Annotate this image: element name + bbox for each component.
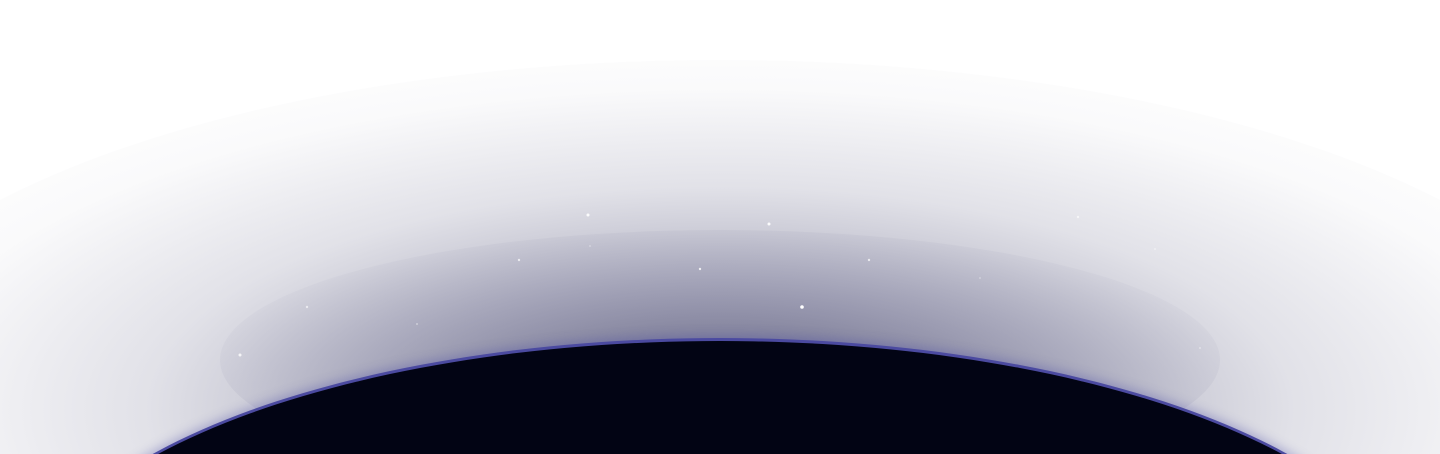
star-1 (767, 222, 771, 226)
star-4 (867, 258, 871, 262)
star-13 (1199, 347, 1201, 349)
star-7 (800, 305, 804, 309)
star-10 (1154, 248, 1156, 250)
star-2 (517, 258, 521, 262)
star-9 (416, 323, 418, 325)
star-12 (979, 277, 981, 279)
star-0 (586, 213, 590, 217)
star-6 (305, 305, 309, 309)
star-5 (1076, 215, 1080, 219)
star-3 (698, 267, 702, 271)
star-8 (238, 353, 242, 357)
star-11 (589, 245, 591, 247)
